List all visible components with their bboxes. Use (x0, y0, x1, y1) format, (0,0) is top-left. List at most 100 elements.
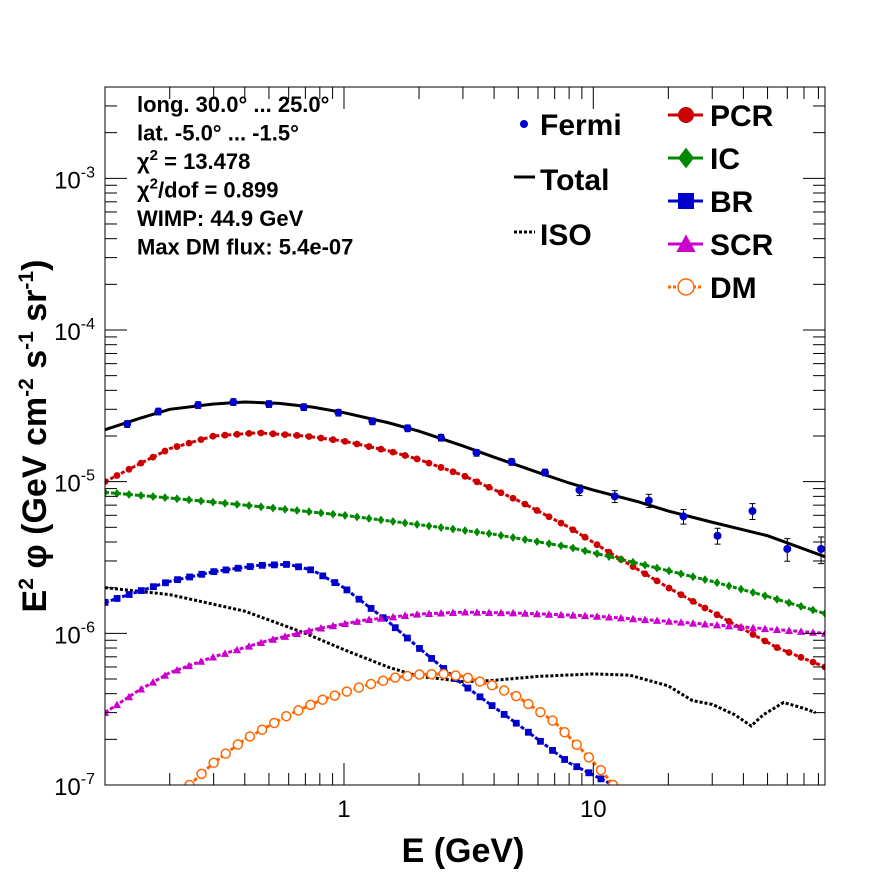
series-scr-marker (388, 612, 398, 621)
series-scr-marker (292, 629, 302, 638)
y-axis-title: E2 φ (GeV cm-2 s-1 sr-1) (15, 260, 54, 613)
series-br-marker (283, 561, 290, 568)
series-br-marker (331, 579, 339, 586)
series-br-marker (307, 566, 315, 574)
series-br-marker (391, 624, 399, 632)
series-scr-marker (676, 618, 686, 626)
series-pcr-marker (449, 468, 457, 476)
series-scr-marker (748, 623, 758, 632)
series-scr-marker (664, 617, 674, 625)
series-scr-marker (220, 649, 230, 657)
legend-swatch-marker (677, 278, 695, 296)
series-br-marker (537, 737, 544, 745)
legend-entry-total: Total (514, 164, 609, 197)
series-ic-marker (329, 509, 337, 519)
series-scr-marker (736, 622, 746, 631)
fermi-point (368, 417, 377, 426)
y-tick-label: 10-5 (54, 468, 95, 498)
fermi-point (437, 433, 446, 442)
y-tick-base: 10 (54, 167, 81, 194)
series-ic-marker (713, 578, 721, 588)
series-scr-marker (556, 610, 566, 619)
series-scr-marker (652, 616, 662, 624)
series-dm-marker (365, 678, 377, 690)
series-br-marker (549, 746, 556, 754)
series-dm-marker (450, 670, 461, 681)
series-scr-marker (520, 609, 530, 617)
series-pcr-marker (569, 526, 577, 534)
series-pcr-marker (425, 459, 433, 467)
series-ic-marker (137, 491, 145, 500)
series-pcr-marker (593, 541, 601, 549)
series-br-marker (476, 693, 484, 701)
legend-label: ISO (540, 219, 592, 252)
series-ic-marker (821, 609, 825, 618)
series-dm-marker (232, 739, 244, 750)
series-pcr-marker (473, 478, 481, 486)
series-scr-marker (196, 657, 206, 665)
series-dm-marker (535, 707, 546, 718)
info-symbol: χ (137, 149, 150, 174)
series-br-marker (162, 579, 169, 587)
series-br-marker (270, 561, 278, 569)
series-ic-marker (521, 535, 529, 544)
x-tick-label: 10 (580, 796, 607, 823)
series-pcr-marker (365, 443, 373, 450)
series-scr-marker (808, 628, 818, 636)
series-dm-marker (486, 680, 498, 691)
series-ic-marker (533, 537, 541, 547)
series-pcr-marker (713, 611, 721, 619)
fermi-point (575, 486, 584, 495)
series-pcr-marker (785, 649, 793, 656)
series-br-marker (149, 583, 157, 591)
series-scr-marker (496, 608, 506, 617)
series-scr-marker (604, 613, 614, 621)
series-dm-marker (293, 705, 304, 716)
series-scr-marker (700, 620, 710, 628)
series-pcr-marker (329, 436, 337, 444)
series-br-marker (403, 634, 411, 642)
series-br-marker (573, 763, 581, 771)
series-pcr-marker (281, 431, 289, 439)
series-scr-marker (412, 610, 422, 618)
series-br-marker (186, 573, 194, 581)
series-dm-marker (317, 694, 328, 705)
series-br-marker (295, 563, 302, 571)
series-br-marker (105, 598, 109, 606)
series-scr-marker (532, 609, 542, 618)
series-br-marker (234, 564, 242, 572)
series-dm-marker (389, 672, 401, 683)
fermi-point (299, 403, 308, 412)
series-ic-marker (449, 524, 457, 534)
series-pcr-marker (653, 577, 661, 585)
series-pcr-marker (665, 584, 673, 592)
fermi-point (610, 492, 619, 501)
series-dm-marker (208, 757, 219, 769)
series-scr-marker (640, 615, 650, 624)
series-scr-marker (472, 608, 482, 616)
series-scr-marker (592, 612, 602, 620)
legend-swatch (520, 120, 528, 128)
series-ic-marker (545, 539, 553, 549)
series-scr-marker (616, 613, 626, 622)
fermi-data-layer (123, 398, 826, 565)
series-ic-marker (245, 501, 253, 511)
series-pcr-marker (233, 430, 241, 438)
series-scr-marker (124, 692, 134, 701)
series-ic-marker (173, 494, 181, 504)
y-tick-label: 10-3 (54, 164, 95, 194)
y-tick-exponent: -7 (81, 771, 95, 788)
legend-entry-fermi: Fermi (520, 109, 622, 142)
series-pcr-marker (305, 433, 313, 440)
fermi-point (154, 407, 163, 416)
y-tick-label: 10-6 (54, 619, 95, 649)
series-ic-marker (701, 575, 709, 585)
series-ic-marker (365, 514, 373, 523)
fermi-point (264, 400, 273, 409)
series-ic-marker (389, 517, 397, 526)
series-dm-marker (547, 715, 558, 726)
series-pcr-marker (437, 464, 445, 471)
series-scr-marker (460, 608, 470, 616)
series-scr-marker (364, 615, 374, 624)
series-scr-marker (340, 619, 350, 628)
